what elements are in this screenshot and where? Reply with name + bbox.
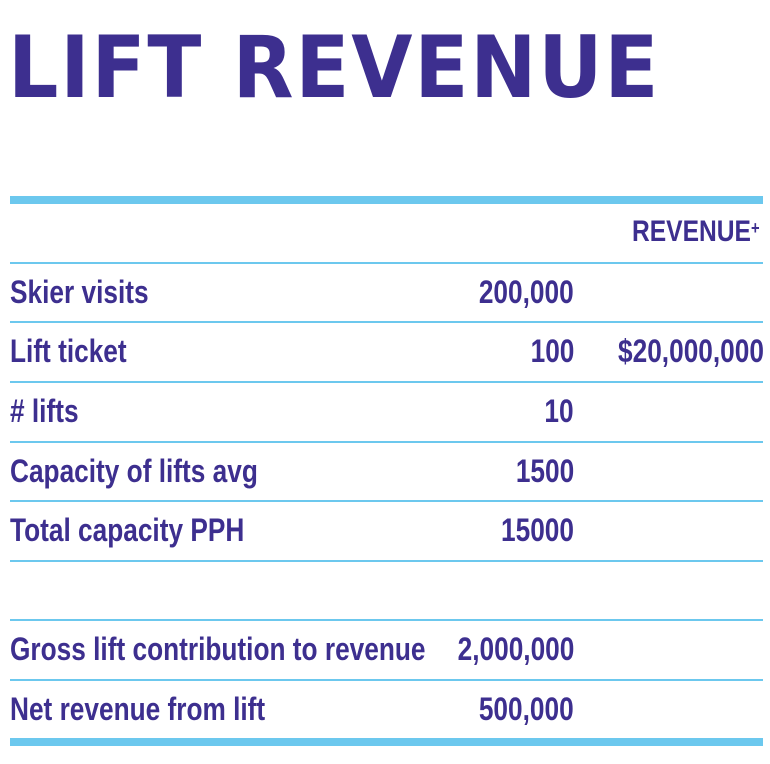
table-bottom-rule xyxy=(10,738,763,746)
row-value-gross-lift-contribution: 2,000,000 xyxy=(457,631,574,667)
row-label-skier-visits: Skier visits xyxy=(10,274,149,310)
revenue-header-mark: + xyxy=(751,218,760,238)
row-value-lift-ticket: 100 xyxy=(530,333,574,369)
revenue-header-label: REVENUE xyxy=(632,215,752,248)
row-divider xyxy=(10,560,763,562)
row-label-gross-lift-contribution: Gross lift contribution to revenue xyxy=(10,631,426,667)
row-divider xyxy=(10,619,763,621)
row-label-total-capacity: Total capacity PPH xyxy=(10,512,245,548)
row-divider xyxy=(10,321,763,323)
page-title: LIFT REVENUE xyxy=(8,18,661,118)
row-divider xyxy=(10,441,763,443)
row-label-lifts: # lifts xyxy=(10,393,79,429)
table-top-rule xyxy=(10,196,763,204)
row-value-net-revenue: 500,000 xyxy=(479,691,574,727)
row-label-capacity-of-lifts: Capacity of lifts avg xyxy=(10,453,258,489)
row-label-net-revenue: Net revenue from lift xyxy=(10,691,266,727)
row-divider xyxy=(10,500,763,502)
row-divider xyxy=(10,381,763,383)
row-divider xyxy=(10,679,763,681)
row-divider xyxy=(10,262,763,264)
row-value-skier-visits: 200,000 xyxy=(479,274,574,310)
row-label-lift-ticket: Lift ticket xyxy=(10,333,127,369)
row-revenue-lift-ticket: $20,000,000 xyxy=(618,333,764,369)
revenue-column-header: REVENUE+ xyxy=(632,212,760,252)
row-value-total-capacity: 15000 xyxy=(501,512,574,548)
row-value-capacity-of-lifts: 1500 xyxy=(515,453,574,489)
row-value-lifts: 10 xyxy=(544,393,574,429)
